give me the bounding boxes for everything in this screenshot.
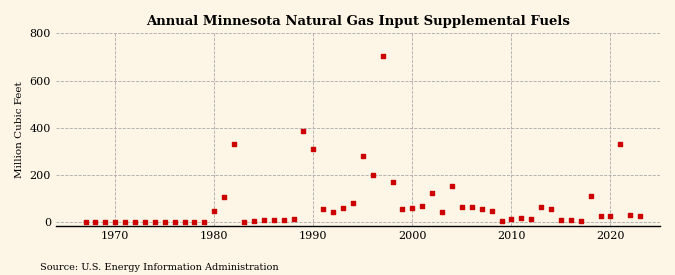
Point: [556, 218, 566, 222]
Point: [179, 220, 190, 224]
Point: [248, 219, 259, 223]
Point: [358, 154, 369, 158]
Point: [496, 219, 507, 223]
Y-axis label: Million Cubic Feet: Million Cubic Feet: [15, 81, 24, 178]
Point: [288, 217, 299, 221]
Point: [130, 220, 140, 224]
Point: [110, 220, 121, 224]
Point: [407, 206, 418, 210]
Point: [605, 214, 616, 219]
Point: [427, 191, 437, 195]
Point: [367, 173, 378, 177]
Point: [348, 201, 358, 205]
Title: Annual Minnesota Natural Gas Input Supplemental Fuels: Annual Minnesota Natural Gas Input Suppl…: [146, 15, 570, 28]
Point: [199, 220, 210, 224]
Point: [595, 214, 606, 219]
Point: [456, 205, 467, 209]
Point: [229, 142, 240, 146]
Point: [278, 218, 289, 222]
Point: [477, 207, 487, 211]
Point: [169, 220, 180, 224]
Point: [119, 220, 130, 224]
Point: [585, 194, 596, 199]
Point: [328, 210, 339, 214]
Point: [397, 207, 408, 211]
Point: [417, 204, 428, 208]
Point: [219, 195, 230, 199]
Point: [516, 215, 526, 220]
Point: [100, 220, 111, 224]
Point: [437, 210, 448, 214]
Point: [447, 183, 458, 188]
Point: [377, 53, 388, 58]
Point: [209, 209, 219, 213]
Point: [486, 208, 497, 213]
Point: [140, 220, 151, 224]
Point: [338, 206, 348, 210]
Point: [80, 220, 91, 224]
Point: [625, 213, 636, 218]
Point: [149, 220, 160, 224]
Point: [506, 217, 517, 221]
Point: [615, 142, 626, 147]
Point: [90, 220, 101, 224]
Text: Source: U.S. Energy Information Administration: Source: U.S. Energy Information Administ…: [40, 263, 279, 272]
Point: [318, 207, 329, 211]
Point: [566, 218, 576, 222]
Point: [634, 214, 645, 219]
Point: [536, 205, 547, 209]
Point: [259, 218, 269, 222]
Point: [575, 219, 586, 223]
Point: [268, 217, 279, 222]
Point: [298, 129, 309, 133]
Point: [387, 180, 398, 184]
Point: [545, 207, 556, 211]
Point: [189, 220, 200, 224]
Point: [466, 205, 477, 209]
Point: [159, 220, 170, 224]
Point: [238, 220, 249, 224]
Point: [308, 147, 319, 151]
Point: [526, 217, 537, 221]
